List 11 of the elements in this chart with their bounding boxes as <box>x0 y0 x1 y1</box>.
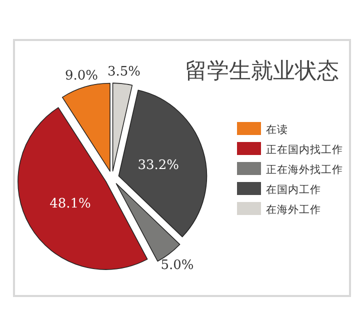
legend-label: 正在国内找工作 <box>266 143 343 156</box>
chart-title: 留学生就业状态 <box>185 59 339 84</box>
data-label: 33.2% <box>138 158 179 174</box>
data-label: 9.0% <box>64 68 98 84</box>
data-label: 5.0% <box>160 258 194 274</box>
legend-label: 在海外工作 <box>266 204 321 216</box>
data-label: 48.1% <box>50 196 91 212</box>
legend-label: 在国内工作 <box>266 183 321 196</box>
legend-label: 在读 <box>266 123 288 136</box>
data-label: 3.5% <box>107 64 141 80</box>
legend-label: 正在海外找工作 <box>266 163 343 176</box>
